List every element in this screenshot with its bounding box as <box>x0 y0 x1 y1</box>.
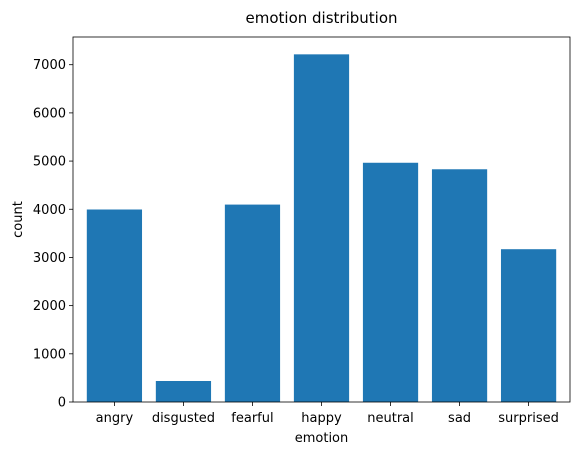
x-tick-label: angry <box>96 411 134 426</box>
x-tick-label: happy <box>301 411 342 426</box>
y-axis-label: count <box>11 201 26 238</box>
chart-title: emotion distribution <box>246 9 398 27</box>
y-tick-label: 1000 <box>33 347 66 362</box>
x-tick-label: neutral <box>367 411 414 426</box>
y-tick-label: 0 <box>58 396 66 411</box>
x-tick-label: surprised <box>498 411 559 426</box>
bar-sad <box>431 169 488 402</box>
plot-frame <box>72 36 571 403</box>
x-axis-label: emotion <box>295 431 349 446</box>
y-tick-label: 2000 <box>33 299 66 314</box>
bar-happy <box>293 54 350 403</box>
bar-neutral <box>362 162 419 402</box>
y-tick-label: 5000 <box>33 155 66 170</box>
bar-disgusted <box>155 380 212 402</box>
y-tick-label: 7000 <box>33 58 66 73</box>
y-axis-ticks: 0 1000 2000 3000 4000 5000 6000 7000 <box>33 58 73 411</box>
x-tick-label: sad <box>448 411 471 426</box>
x-tick-label: fearful <box>231 411 273 426</box>
y-tick-label: 6000 <box>33 106 66 121</box>
bars-group <box>86 54 557 403</box>
y-tick-label: 3000 <box>33 251 66 266</box>
x-tick-label: disgusted <box>152 411 215 426</box>
y-tick-label: 4000 <box>33 203 66 218</box>
bar-fearful <box>224 204 281 402</box>
x-axis-ticks: angry disgusted fearful happy neutral sad surp… <box>96 402 559 426</box>
bar-angry <box>86 209 143 402</box>
bar-surprised <box>500 249 557 402</box>
